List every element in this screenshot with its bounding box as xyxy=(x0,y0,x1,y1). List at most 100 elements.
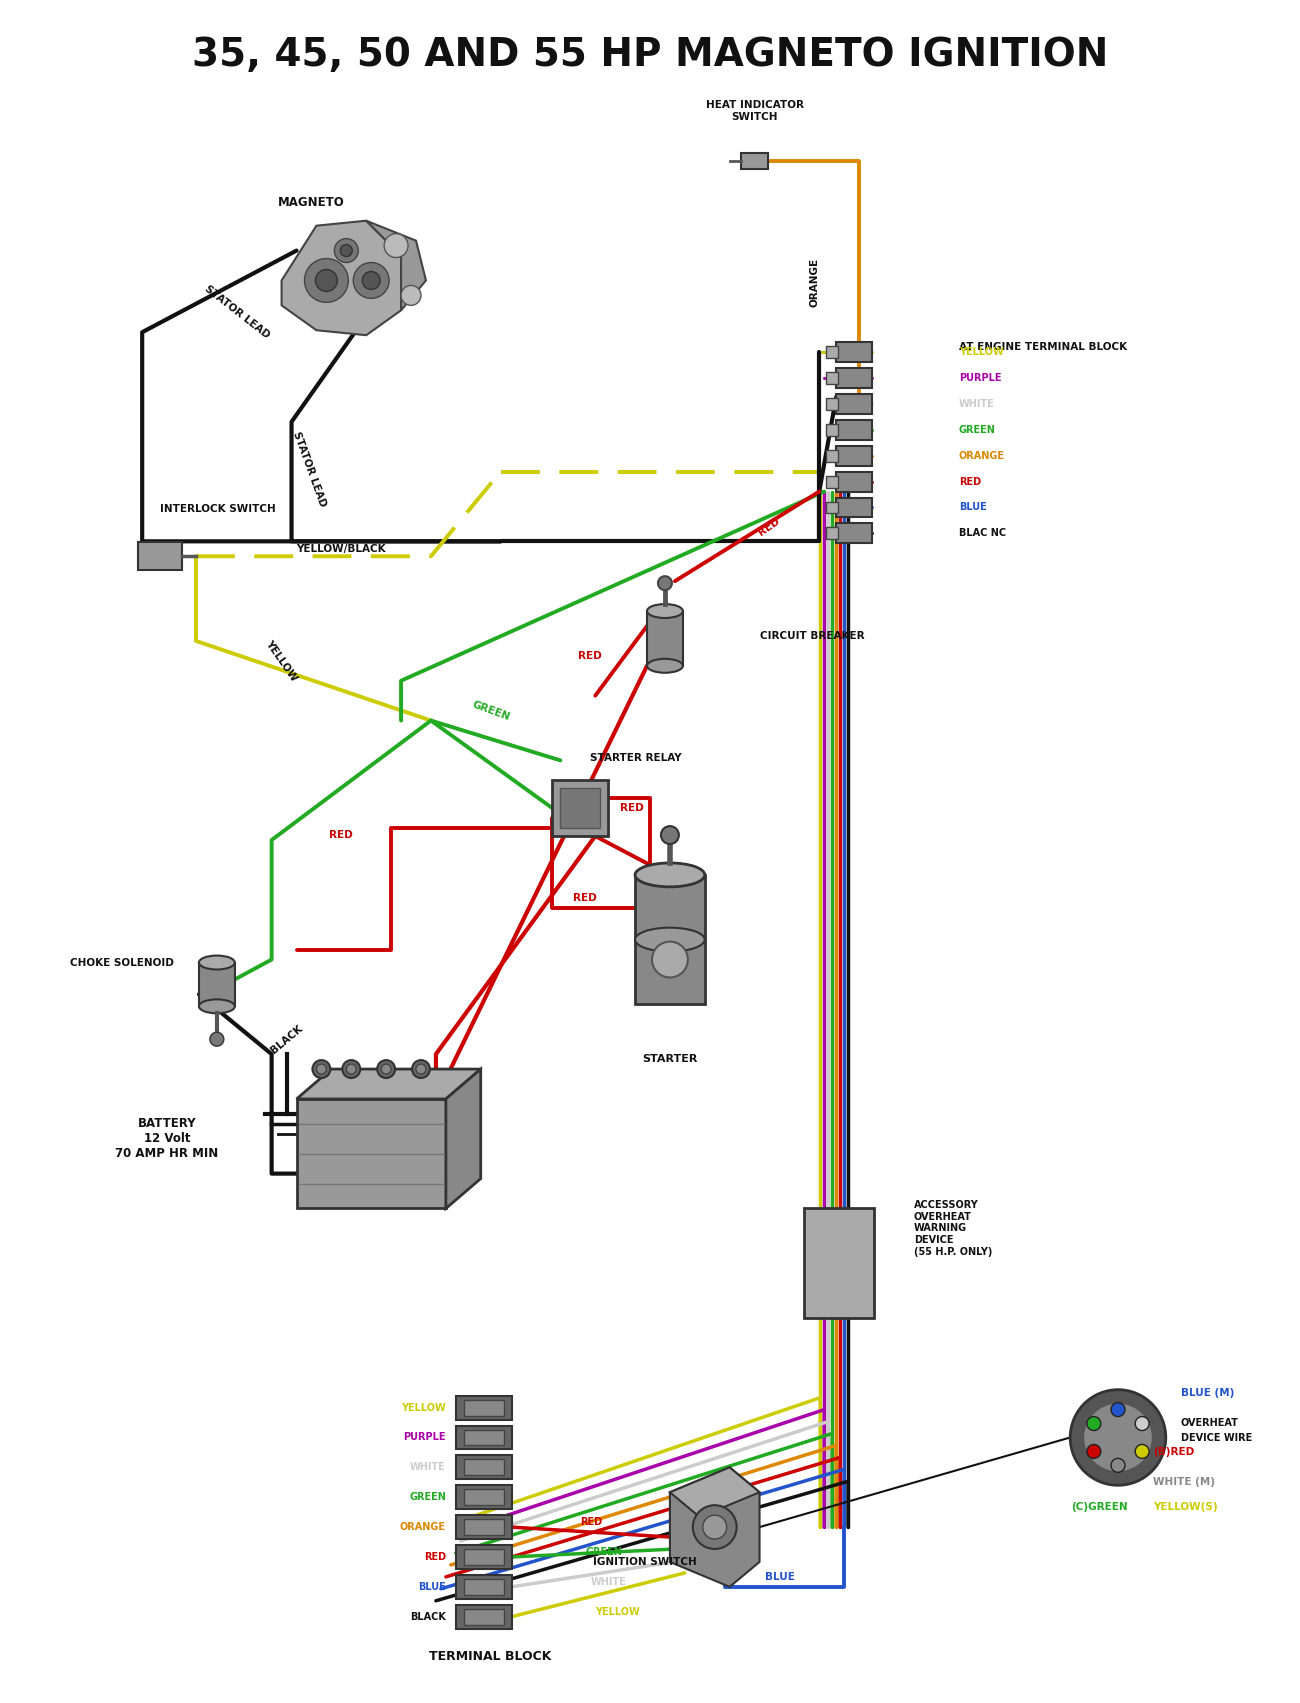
Text: RED: RED xyxy=(424,1551,446,1562)
Bar xyxy=(456,1425,512,1449)
Text: (B)RED: (B)RED xyxy=(1153,1448,1195,1458)
Polygon shape xyxy=(446,1069,481,1209)
Text: AT ENGINE TERMINAL BLOCK: AT ENGINE TERMINAL BLOCK xyxy=(958,342,1127,353)
Bar xyxy=(836,446,872,465)
Circle shape xyxy=(1087,1417,1101,1431)
Text: BLUE: BLUE xyxy=(764,1572,794,1582)
Bar xyxy=(741,153,768,169)
Text: BLAC NC: BLAC NC xyxy=(958,528,1006,538)
Bar xyxy=(464,1488,503,1505)
Bar xyxy=(464,1519,503,1534)
Circle shape xyxy=(1083,1403,1153,1473)
Text: BATTERY
12 Volt
70 AMP HR MIN: BATTERY 12 Volt 70 AMP HR MIN xyxy=(116,1117,218,1160)
Bar xyxy=(827,399,839,410)
Circle shape xyxy=(660,826,679,845)
Circle shape xyxy=(703,1516,727,1540)
Bar xyxy=(636,875,705,1005)
Bar xyxy=(464,1609,503,1625)
Text: CHOKE SOLENOID: CHOKE SOLENOID xyxy=(70,957,174,967)
Text: RED: RED xyxy=(958,477,980,487)
Polygon shape xyxy=(670,1468,759,1587)
Bar xyxy=(836,523,872,543)
Text: PURPLE: PURPLE xyxy=(403,1432,446,1442)
Text: STARTER: STARTER xyxy=(642,1054,698,1064)
Text: YELLOW: YELLOW xyxy=(402,1403,446,1412)
Ellipse shape xyxy=(199,955,235,969)
Bar xyxy=(560,788,601,828)
Text: RED: RED xyxy=(757,516,783,538)
Ellipse shape xyxy=(636,928,705,952)
Bar xyxy=(464,1550,503,1565)
Text: ORANGE: ORANGE xyxy=(958,451,1005,462)
Bar xyxy=(827,371,839,383)
Circle shape xyxy=(1112,1403,1124,1417)
Bar xyxy=(456,1575,512,1599)
Bar xyxy=(836,472,872,492)
Bar xyxy=(456,1485,512,1509)
Bar xyxy=(647,611,682,666)
Text: GREEN: GREEN xyxy=(958,424,996,434)
Text: GREEN: GREEN xyxy=(410,1492,446,1502)
Circle shape xyxy=(341,245,352,257)
Circle shape xyxy=(658,576,672,591)
Text: RED: RED xyxy=(329,829,354,840)
Bar xyxy=(464,1429,503,1446)
Text: GREEN: GREEN xyxy=(471,700,511,722)
Bar xyxy=(827,346,839,358)
Text: ORANGE: ORANGE xyxy=(810,257,819,307)
Circle shape xyxy=(1135,1444,1149,1458)
Circle shape xyxy=(384,233,408,257)
Text: HEAT INDICATOR
SWITCH: HEAT INDICATOR SWITCH xyxy=(706,100,803,123)
Bar xyxy=(836,421,872,439)
Text: IGNITION SWITCH: IGNITION SWITCH xyxy=(593,1557,697,1567)
Polygon shape xyxy=(367,221,426,310)
Ellipse shape xyxy=(199,1000,235,1013)
Text: RED: RED xyxy=(620,804,644,814)
Circle shape xyxy=(412,1059,430,1078)
Circle shape xyxy=(1112,1458,1124,1473)
Bar xyxy=(836,497,872,518)
Circle shape xyxy=(354,262,389,298)
Text: STATOR LEAD: STATOR LEAD xyxy=(203,284,272,341)
Text: WHITE: WHITE xyxy=(590,1577,627,1587)
Bar xyxy=(464,1579,503,1594)
Text: WHITE: WHITE xyxy=(958,399,994,409)
Text: BLUE (M): BLUE (M) xyxy=(1180,1388,1234,1398)
Text: 35, 45, 50 AND 55 HP MAGNETO IGNITION: 35, 45, 50 AND 55 HP MAGNETO IGNITION xyxy=(192,36,1108,75)
Text: BLUE: BLUE xyxy=(419,1582,446,1592)
Circle shape xyxy=(402,286,421,305)
Circle shape xyxy=(1070,1390,1166,1485)
Text: RED: RED xyxy=(573,892,597,903)
Text: YELLOW: YELLOW xyxy=(595,1606,640,1616)
Text: YELLOW(S): YELLOW(S) xyxy=(1153,1502,1218,1512)
Text: YELLOW: YELLOW xyxy=(958,347,1004,358)
Text: WHITE: WHITE xyxy=(410,1463,446,1473)
Bar xyxy=(836,393,872,414)
Circle shape xyxy=(316,269,337,291)
Text: TERMINAL BLOCK: TERMINAL BLOCK xyxy=(429,1650,552,1664)
Circle shape xyxy=(312,1059,330,1078)
Bar xyxy=(456,1396,512,1420)
Bar xyxy=(827,424,839,436)
Polygon shape xyxy=(282,221,402,335)
Circle shape xyxy=(653,942,688,978)
Bar xyxy=(464,1459,503,1475)
Text: BLACK: BLACK xyxy=(269,1024,304,1056)
Text: RED: RED xyxy=(578,651,602,661)
Bar xyxy=(836,368,872,388)
Text: ORANGE: ORANGE xyxy=(400,1522,446,1533)
Text: STATOR LEAD: STATOR LEAD xyxy=(291,431,328,509)
Circle shape xyxy=(377,1059,395,1078)
Circle shape xyxy=(334,238,359,262)
Bar xyxy=(827,528,839,540)
Circle shape xyxy=(342,1059,360,1078)
Bar xyxy=(199,962,235,1006)
Text: (C)GREEN: (C)GREEN xyxy=(1071,1502,1128,1512)
Text: STARTER RELAY: STARTER RELAY xyxy=(590,753,682,763)
Bar xyxy=(456,1604,512,1628)
Bar xyxy=(827,501,839,513)
Text: OVERHEAT: OVERHEAT xyxy=(1180,1417,1239,1427)
Bar xyxy=(827,450,839,462)
Text: YELLOW: YELLOW xyxy=(264,639,299,683)
Bar xyxy=(805,1209,874,1318)
